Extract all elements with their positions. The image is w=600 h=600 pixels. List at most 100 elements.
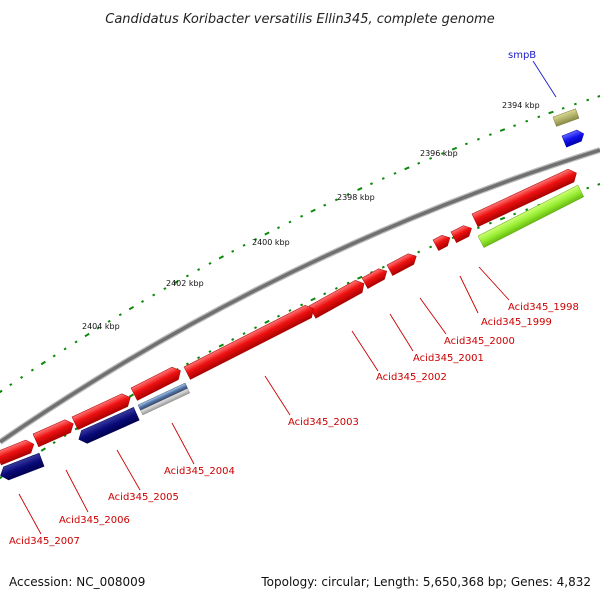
- inner-tick-38: [429, 245, 433, 249]
- outer-tick-1: [9, 383, 13, 387]
- outer-tick-16: [173, 280, 179, 285]
- inner-tick-23: [253, 326, 258, 330]
- outer-tick-8: [84, 332, 90, 338]
- gene-acid345-1998-block[interactable]: [471, 167, 579, 228]
- leader-2001: [389, 313, 414, 352]
- outer-tick-18: [197, 268, 201, 272]
- outer-tick-29: [323, 203, 327, 207]
- gene-label-acid345-2004[interactable]: Acid345_2004: [164, 466, 235, 477]
- outer-tick-17: [185, 274, 189, 278]
- outer-scale-ticks: [0, 94, 600, 395]
- gene-acid345-2005-upper-block[interactable]: [71, 391, 133, 431]
- gene-label-acid345-2007[interactable]: Acid345_2007: [9, 536, 80, 547]
- gene-acid345-2002-block[interactable]: [308, 277, 367, 319]
- gene-label-smpB[interactable]: smpB: [508, 50, 536, 61]
- gene-acid345-2007-upper-block[interactable]: [0, 438, 36, 466]
- outer-tick-12: [128, 305, 135, 311]
- inner-tick-25: [276, 314, 281, 318]
- inner-tick-18: [197, 356, 201, 360]
- trna-band-2004[interactable]: [137, 382, 191, 416]
- outer-tick-15: [163, 287, 167, 291]
- outer-tick-49: [561, 106, 565, 110]
- map-title: Candidatus Koribacter versatilis Ellin34…: [105, 12, 494, 27]
- outer-tick-14: [152, 293, 156, 297]
- inner-tick-34: [381, 265, 385, 269]
- inner-tick-32: [357, 275, 363, 280]
- inner-tick-17: [185, 362, 189, 366]
- inner-tick-7: [74, 427, 78, 431]
- outer-tick-13: [140, 300, 145, 303]
- gene-label-acid345-2002[interactable]: Acid345_2002: [376, 372, 447, 383]
- inner-tick-44: [499, 216, 506, 221]
- outer-tick-40: [451, 146, 458, 151]
- gene-label-acid345-1999[interactable]: Acid345_1999: [481, 317, 552, 328]
- outer-tick-31: [346, 192, 350, 196]
- inner-tick-37: [417, 250, 421, 254]
- gene-label-acid345-2005[interactable]: Acid345_2005: [108, 492, 179, 503]
- inner-tick-52: [597, 182, 600, 186]
- genome-stats-text: Topology: circular; Length: 5,650,368 bp…: [260, 575, 591, 589]
- gene-acid345-2005-reverse-block[interactable]: [76, 407, 140, 445]
- leader-2002: [351, 330, 379, 372]
- gene-label-acid345-2006[interactable]: Acid345_2006: [59, 515, 130, 526]
- outer-tick-0: [0, 389, 3, 395]
- inner-tick-12: [128, 393, 135, 398]
- scale-label-2394: 2394 kbp: [502, 101, 540, 110]
- leader-2003: [264, 375, 291, 416]
- genome-backbone-core: [0, 148, 600, 444]
- outer-tick-47: [537, 115, 541, 119]
- gene-label-acid345-2001[interactable]: Acid345_2001: [413, 353, 484, 364]
- outer-tick-23: [253, 237, 258, 241]
- accession-text: Accession: NC_008009: [9, 575, 145, 589]
- inner-tick-21: [231, 338, 235, 341]
- outer-tick-32: [357, 187, 363, 191]
- outer-tick-28: [310, 208, 316, 213]
- leader-2006: [65, 469, 89, 513]
- gene-acid345-2003-block[interactable]: [183, 303, 317, 380]
- gene-acid345-2000-block[interactable]: [432, 232, 453, 251]
- inner-tick-20: [218, 343, 224, 348]
- inner-tick-51: [586, 186, 590, 190]
- gene-smpb-block[interactable]: [561, 128, 586, 148]
- leader-2007: [18, 493, 42, 535]
- leader-2005: [116, 449, 141, 491]
- outer-tick-36: [404, 166, 410, 171]
- gene-acid345-2004-upper-block[interactable]: [130, 364, 184, 401]
- outer-tick-27: [300, 214, 304, 218]
- forward-genes: [0, 167, 579, 466]
- outer-tick-3: [30, 368, 34, 372]
- inner-tick-42: [476, 226, 480, 230]
- outer-tick-48: [548, 110, 554, 115]
- leader-1998: [478, 266, 510, 301]
- gene-acid345-1999-block[interactable]: [450, 223, 474, 244]
- gene-acid345-2006-upper-block[interactable]: [32, 417, 76, 448]
- outer-tick-26: [288, 220, 292, 224]
- other-features: [0, 108, 586, 482]
- inner-tick-22: [242, 332, 246, 336]
- highlight-band[interactable]: [477, 184, 585, 248]
- gene-acid345-2002-small-block[interactable]: [361, 266, 390, 289]
- inner-tick-46: [525, 208, 529, 211]
- outer-tick-2: [20, 375, 24, 379]
- leader-smpB: [532, 60, 557, 98]
- outer-tick-20: [218, 255, 224, 260]
- inner-tick-4: [40, 447, 46, 452]
- outer-tick-45: [513, 124, 517, 127]
- outer-tick-39: [441, 152, 444, 155]
- smpb-rrna-band[interactable]: [552, 108, 580, 127]
- gene-label-acid345-2000[interactable]: Acid345_2000: [444, 336, 515, 347]
- outer-tick-10: [107, 319, 111, 323]
- outer-tick-11: [118, 313, 122, 317]
- outer-tick-51: [586, 98, 590, 102]
- gene-acid345-2007-reverse-block[interactable]: [0, 452, 45, 482]
- gene-label-acid345-2003[interactable]: Acid345_2003: [288, 417, 359, 428]
- outer-tick-25: [276, 226, 281, 230]
- gene-label-acid345-1998[interactable]: Acid345_1998: [508, 302, 579, 313]
- outer-tick-37: [417, 161, 421, 165]
- inner-tick-0: [0, 475, 3, 481]
- inner-tick-24: [264, 319, 270, 324]
- scale-label-2398: 2398 kbp: [337, 193, 375, 202]
- gene-acid345-2001-block[interactable]: [386, 251, 419, 276]
- inner-tick-26: [288, 309, 292, 312]
